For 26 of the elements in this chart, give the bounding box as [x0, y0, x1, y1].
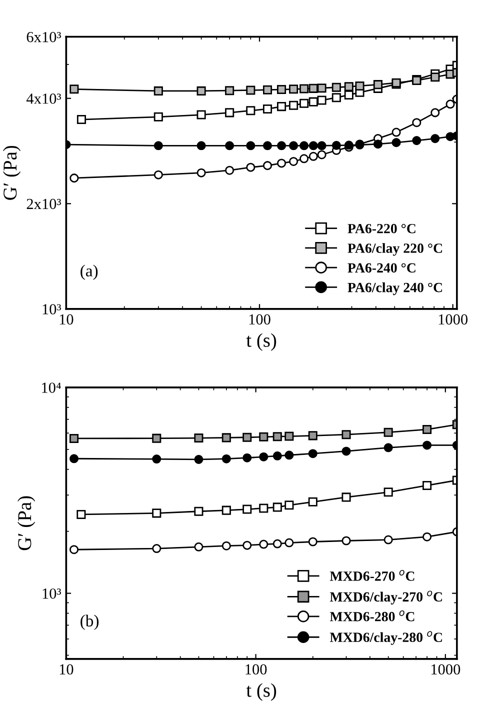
x-tick-label: 10	[60, 314, 74, 325]
x-tick-label: 100	[246, 664, 267, 675]
y-axis-title: G′ (Pa)	[2, 146, 21, 200]
x-axis-title: t (s)	[246, 683, 276, 701]
legend-label: MXD6-270 $^{o}$C	[330, 570, 414, 581]
x-tick-label: 100	[249, 314, 270, 325]
y-tick-label: 10³	[42, 588, 62, 599]
y-tick-label: 10³	[42, 304, 62, 314]
x-tick-label: 10	[60, 664, 74, 675]
legend-label: PA6-240 °C	[348, 263, 416, 273]
legend-label: PA6-220 °C	[348, 224, 416, 234]
legend-label: PA6/clay 220 °C	[348, 243, 442, 256]
y-axis-title: G′ (Pa)	[18, 496, 36, 550]
legend-label: MXD6-280 $^{o}$C	[330, 610, 414, 622]
y-tick-label: 10⁴	[42, 382, 61, 393]
legend-label: PA6/clay 240 °C	[348, 282, 442, 296]
x-tick-label: 1000	[431, 664, 460, 675]
annotation: (b)	[80, 614, 99, 630]
x-axis-title: t (s)	[246, 333, 276, 351]
y-tick-label: 4x10³	[26, 94, 62, 104]
y-tick-label: 2x10³	[26, 198, 62, 210]
annotation: (a)	[80, 264, 98, 280]
legend-label: MXD6/clay-270 $^{o}$C	[330, 590, 442, 604]
x-tick-label: 1000	[438, 314, 468, 325]
y-tick-label: 6x10³	[26, 32, 62, 42]
legend-label: MXD6/clay-280 $^{o}$C	[330, 631, 442, 645]
